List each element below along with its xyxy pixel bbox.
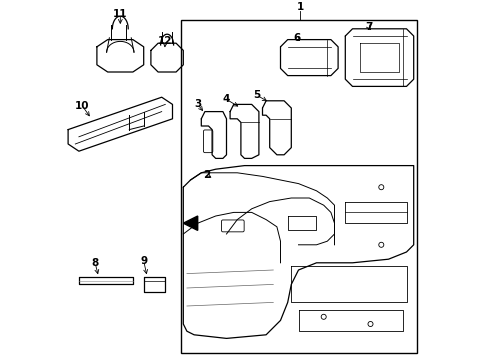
Text: 12: 12 <box>158 36 172 46</box>
Text: 8: 8 <box>91 258 99 268</box>
Text: 6: 6 <box>292 33 300 43</box>
Text: 1: 1 <box>296 2 304 12</box>
Text: 7: 7 <box>364 22 372 32</box>
Text: 11: 11 <box>113 9 127 19</box>
Text: 4: 4 <box>222 94 229 104</box>
Polygon shape <box>183 216 197 230</box>
Text: 10: 10 <box>75 101 90 111</box>
Text: 5: 5 <box>253 90 260 100</box>
Text: 3: 3 <box>194 99 201 109</box>
Text: 9: 9 <box>140 256 147 266</box>
FancyBboxPatch shape <box>203 130 212 153</box>
Text: 2: 2 <box>203 170 210 180</box>
Bar <box>181 20 416 353</box>
FancyBboxPatch shape <box>221 220 244 232</box>
